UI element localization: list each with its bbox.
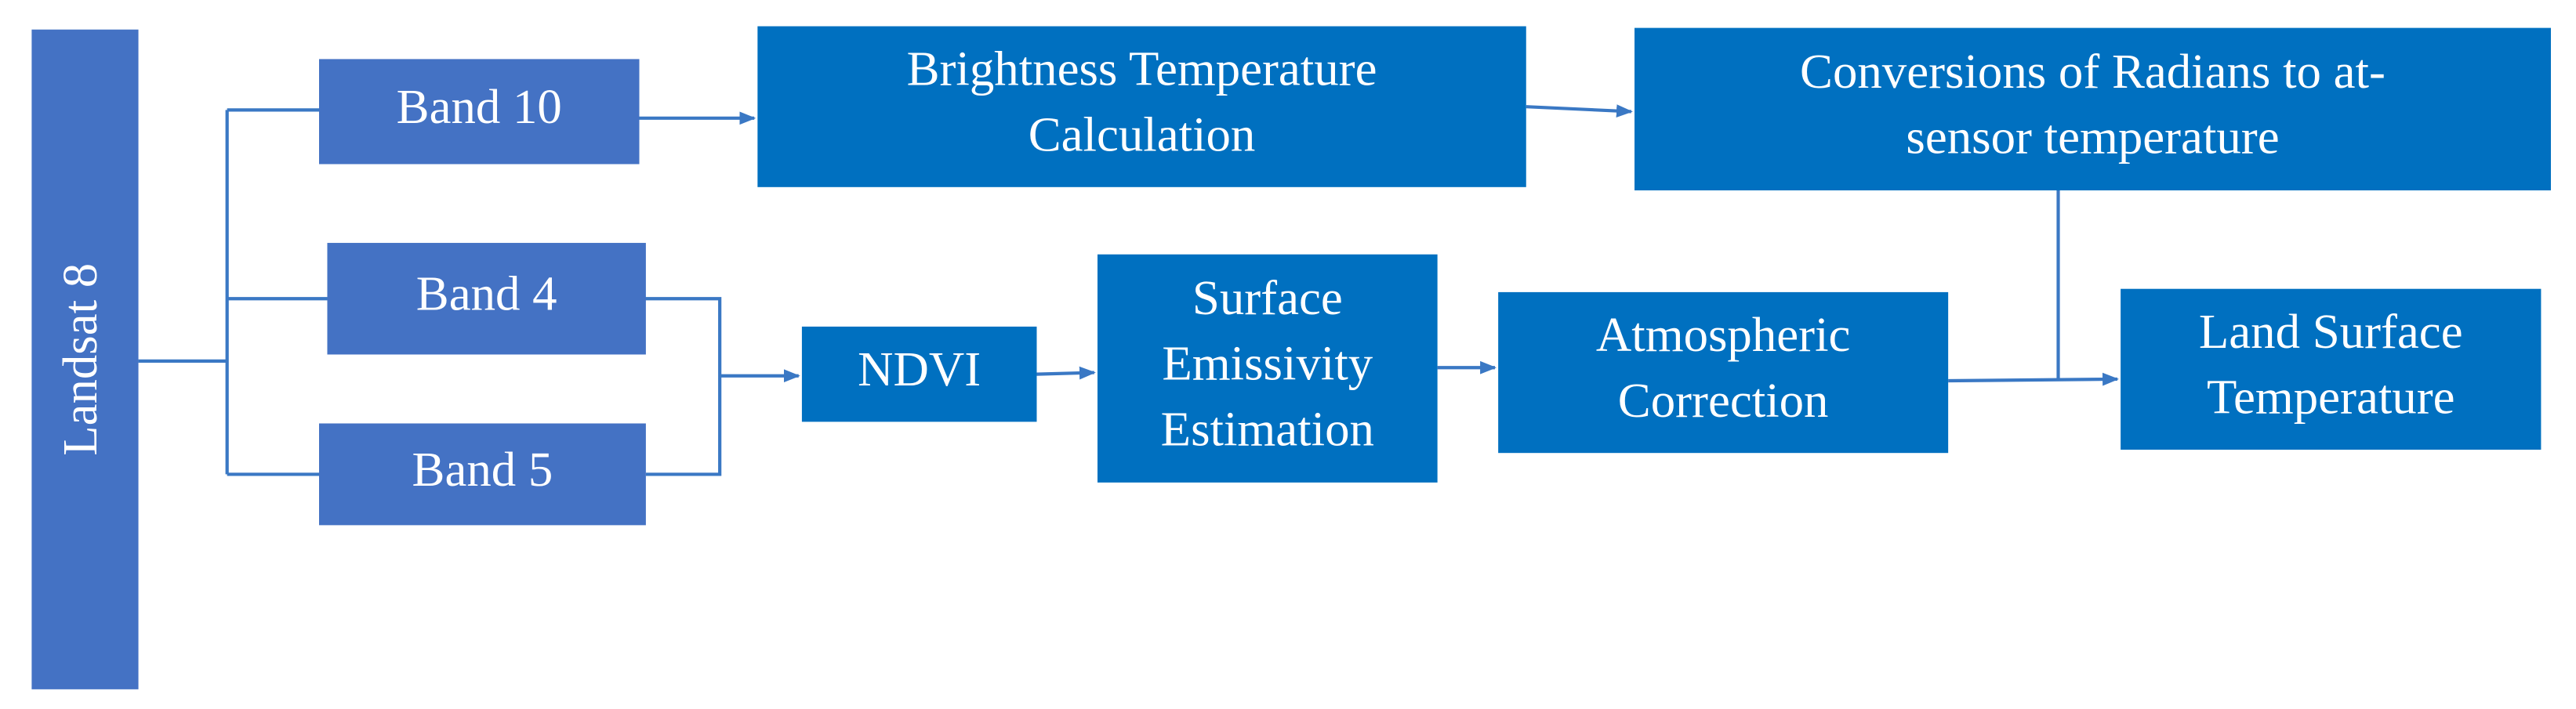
node-box bbox=[319, 423, 646, 526]
node-box bbox=[1634, 27, 2551, 191]
node-label: Conversions of Radians to at- bbox=[1800, 44, 2386, 99]
node-box bbox=[31, 29, 139, 689]
arrow bbox=[1948, 372, 2120, 386]
arrow bbox=[1036, 366, 1096, 380]
node-label: Correction bbox=[1618, 373, 1829, 428]
node-box bbox=[757, 26, 1526, 187]
node-label: Calculation bbox=[1029, 107, 1256, 161]
arrow bbox=[636, 297, 798, 476]
node-label: Estimation bbox=[1161, 402, 1374, 457]
node-label: Atmospheric bbox=[1596, 307, 1851, 362]
boxes: Landsat 8 Band 10 Band 4 Band 5 Brightness T… bbox=[31, 26, 2551, 689]
node-label: Brightness Temperature bbox=[907, 42, 1377, 96]
node-label: Band 5 bbox=[412, 442, 553, 497]
arrow bbox=[1526, 104, 1633, 118]
node-label: Landsat 8 bbox=[53, 263, 107, 456]
node-label: Land Surface bbox=[2199, 304, 2463, 359]
node-box bbox=[801, 326, 1037, 422]
node-label: Surface bbox=[1192, 270, 1343, 325]
node-box bbox=[1498, 291, 1949, 454]
node-label: Temperature bbox=[2207, 370, 2455, 425]
node-box bbox=[327, 243, 646, 355]
node-label: NDVI bbox=[858, 342, 981, 396]
connectors bbox=[138, 104, 2120, 476]
node-box bbox=[1097, 254, 1438, 483]
node-label: Emissivity bbox=[1162, 336, 1373, 391]
node-label: sensor temperature bbox=[1906, 110, 2279, 165]
node-label: Band 10 bbox=[397, 79, 562, 134]
node-box bbox=[319, 59, 640, 165]
node-box bbox=[2121, 288, 2542, 450]
bracket bbox=[138, 108, 328, 476]
node-label: Band 4 bbox=[416, 266, 557, 321]
